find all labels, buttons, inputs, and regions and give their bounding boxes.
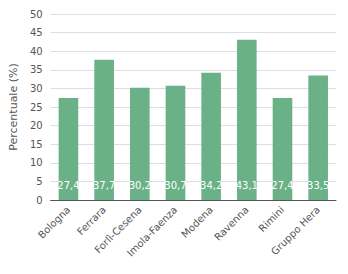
svg-text:30,2: 30,2	[129, 180, 151, 191]
svg-text:43,1: 43,1	[236, 180, 258, 191]
svg-text:45: 45	[30, 27, 43, 38]
svg-text:27,4: 27,4	[271, 180, 293, 191]
svg-text:30: 30	[30, 83, 43, 94]
svg-text:30,7: 30,7	[164, 180, 186, 191]
svg-text:5: 5	[36, 176, 42, 187]
svg-text:15: 15	[30, 139, 43, 150]
svg-text:35: 35	[30, 64, 43, 75]
svg-text:37,7: 37,7	[93, 180, 115, 191]
svg-text:27,4: 27,4	[57, 180, 79, 191]
svg-text:Rimini: Rimini	[256, 204, 286, 234]
svg-text:40: 40	[30, 46, 43, 57]
svg-text:25: 25	[30, 102, 43, 113]
svg-text:Modena: Modena	[179, 204, 215, 240]
svg-text:Imola-Faenza: Imola-Faenza	[125, 204, 179, 258]
svg-text:Forlì-Cesena: Forlì-Cesena	[92, 204, 144, 256]
svg-text:10: 10	[30, 157, 43, 168]
svg-text:Gruppo Hera: Gruppo Hera	[269, 204, 322, 257]
svg-text:Ferrara: Ferrara	[75, 204, 108, 237]
svg-text:Bologna: Bologna	[36, 204, 73, 241]
svg-text:20: 20	[30, 120, 43, 131]
svg-text:0: 0	[36, 195, 42, 206]
svg-text:Percentuale (%): Percentuale (%)	[7, 63, 20, 150]
svg-text:50: 50	[30, 9, 43, 20]
svg-text:33,5: 33,5	[307, 180, 329, 191]
svg-text:34,2: 34,2	[200, 180, 222, 191]
svg-text:Ravenna: Ravenna	[212, 204, 251, 243]
